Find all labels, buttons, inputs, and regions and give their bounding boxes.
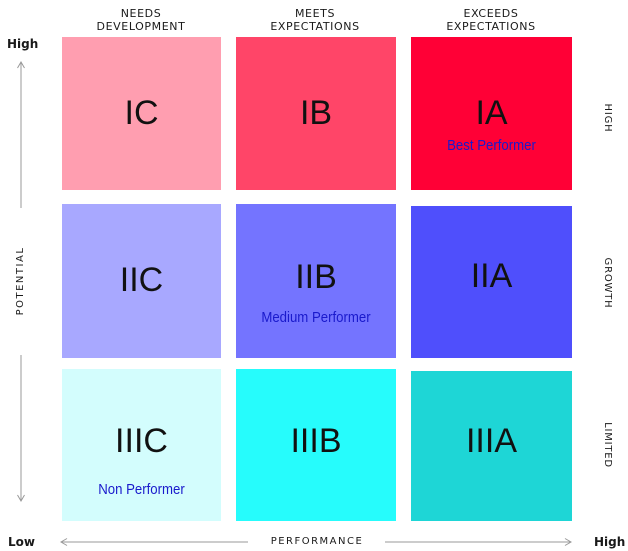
column-header-line1: EXCEEDS (463, 7, 519, 20)
column-header-line2: EXPECTATIONS (446, 20, 536, 33)
cell-code: IIIA (465, 422, 518, 460)
row-label-growth: GROWTH (602, 257, 613, 309)
cell-iib: IIB Medium Performer (236, 204, 396, 358)
cell-code: IIIB (290, 422, 342, 460)
cell-code: IIB (295, 258, 337, 296)
cell-iiic: IIIC Non Performer (62, 369, 221, 521)
row-label-high: HIGH (602, 103, 613, 133)
cell-iiia: IIIA (411, 371, 572, 521)
cell-iia: IIA (411, 206, 572, 358)
column-header-needs-development: NEEDS DEVELOPMENT (60, 7, 222, 33)
cell-code: IB (299, 94, 333, 132)
cell-code: IIC (119, 261, 164, 299)
cell-ib: IB (236, 37, 396, 190)
cell-code: IIA (470, 257, 513, 295)
column-header-line1: MEETS (294, 7, 336, 20)
cell-note-medium-performer: Medium Performer (261, 309, 371, 326)
cell-note-best-performer: Best Performer (447, 137, 536, 154)
column-header-meets-expectations: MEETS EXPECTATIONS (234, 7, 396, 33)
potential-high-label: High (7, 37, 39, 51)
column-header-line2: EXPECTATIONS (270, 20, 360, 33)
column-header-exceeds-expectations: EXCEEDS EXPECTATIONS (410, 7, 572, 33)
performance-high-label: High (594, 535, 626, 549)
cell-ic: IC (62, 37, 221, 190)
performance-axis-label: PERFORMANCE (270, 536, 364, 547)
cell-note-non-performer: Non Performer (98, 481, 185, 498)
potential-axis-arrow (17, 61, 25, 502)
cell-code: IC (124, 94, 159, 132)
performance-low-label: Low (8, 535, 35, 549)
row-label-limited: LIMITED (602, 422, 613, 468)
column-header-line2: DEVELOPMENT (96, 20, 186, 33)
cell-iic: IIC (62, 204, 221, 358)
cell-iiib: IIIB (236, 369, 396, 521)
cell-ia: IA Best Performer (411, 37, 572, 190)
cell-code: IA (475, 94, 508, 132)
cell-code: IIIC (115, 422, 168, 460)
performance-axis-arrow (60, 538, 572, 546)
column-header-line1: NEEDS (120, 7, 162, 20)
